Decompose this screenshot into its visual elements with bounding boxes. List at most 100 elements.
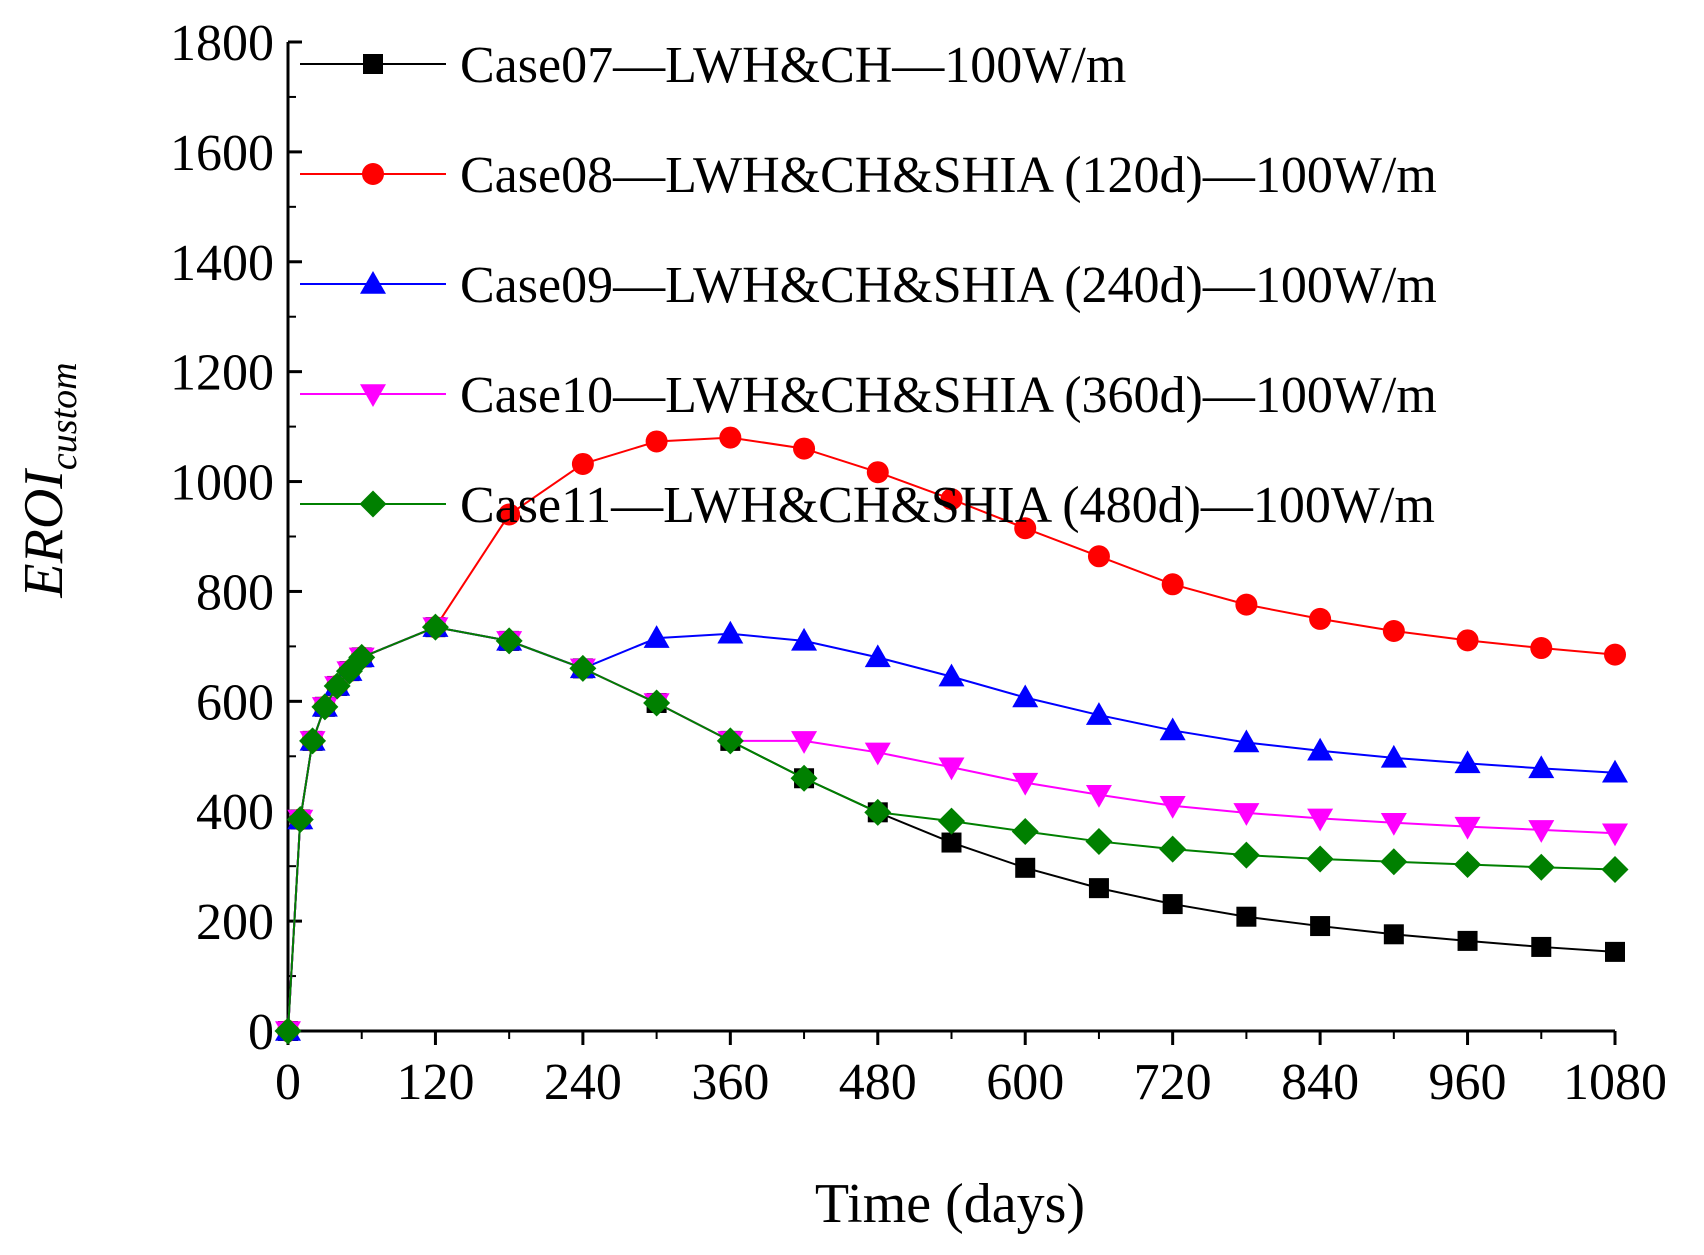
data-point: [1310, 916, 1331, 937]
legend-marker: [360, 271, 386, 294]
y-axis-title: EROIcustom: [13, 362, 85, 598]
legend-item: Case10—LWH&CH&SHIA (360d)—100W/m: [300, 367, 1437, 424]
data-point: [286, 805, 314, 833]
data-point: [793, 437, 816, 460]
data-point: [274, 1017, 302, 1045]
svg-text:EROIcustom: EROIcustom: [13, 362, 85, 598]
x-tick-label: 720: [1134, 1054, 1212, 1111]
data-point: [1085, 784, 1112, 808]
data-point: [571, 452, 594, 475]
legend-label: Case08—LWH&CH&SHIA (120d)—100W/m: [460, 147, 1437, 204]
data-point: [1159, 717, 1186, 741]
legend-label: Case10—LWH&CH&SHIA (360d)—100W/m: [460, 367, 1437, 424]
data-point: [421, 613, 449, 641]
data-point: [940, 488, 963, 511]
data-point: [1015, 857, 1036, 878]
y-tick-label: 200: [196, 894, 274, 951]
data-point: [495, 627, 523, 655]
y-tick-label: 1800: [170, 15, 274, 72]
y-tick-label: 0: [248, 1004, 274, 1061]
y-tick-label: 1200: [170, 345, 274, 402]
legend-marker: [360, 384, 386, 407]
data-point: [1602, 759, 1628, 783]
y-tick-label: 1600: [170, 125, 274, 182]
data-point: [1382, 620, 1405, 643]
data-point: [323, 672, 351, 700]
data-point: [1380, 744, 1407, 768]
data-point: [717, 620, 744, 644]
data-point: [716, 727, 744, 755]
legend-label: Case11—LWH&CH&SHIA (480d)—100W/m: [460, 477, 1435, 534]
data-point: [1236, 906, 1257, 927]
data-point: [1528, 755, 1555, 779]
data-point: [791, 731, 818, 754]
legend-marker: [362, 163, 384, 185]
data-point: [1457, 930, 1478, 951]
data-point: [1456, 629, 1479, 652]
data-point: [790, 764, 818, 792]
data-point: [498, 503, 521, 526]
data-point: [1159, 835, 1187, 863]
data-point: [645, 430, 668, 453]
data-point: [1380, 848, 1408, 876]
x-tick-label: 0: [275, 1054, 301, 1111]
legend: Case07—LWH&CH—100W/m Case08—LWH&CH&SHIA (…: [300, 37, 1437, 534]
data-point: [1088, 878, 1109, 899]
data-point: [1232, 841, 1260, 869]
y-ticks: 0 200 400 600 800 1000 1200 1400 1600 1800: [170, 15, 302, 1061]
data-point: [938, 807, 965, 835]
data-point: [1605, 941, 1625, 962]
data-point: [1012, 684, 1039, 708]
data-point: [1531, 936, 1552, 957]
data-point: [1530, 637, 1553, 660]
x-tick-label: 960: [1429, 1054, 1507, 1111]
data-point: [1306, 845, 1334, 873]
legend-marker: [363, 54, 383, 74]
data-point: [1012, 772, 1039, 796]
legend-item: Case07—LWH&CH—100W/m: [300, 37, 1126, 94]
data-point: [791, 627, 818, 651]
data-point: [1528, 820, 1555, 843]
data-point: [1159, 795, 1186, 819]
data-point: [1454, 851, 1482, 879]
data-point: [1233, 729, 1260, 753]
x-ticks: 0 120 240 360 480 600 720 840 960 1080: [275, 1031, 1667, 1111]
data-point: [938, 663, 965, 687]
data-point: [1233, 803, 1260, 826]
data-point: [866, 461, 889, 484]
data-point: [864, 742, 891, 766]
data-point: [348, 643, 376, 671]
y-tick-label: 800: [196, 564, 274, 621]
data-point: [1085, 827, 1113, 855]
y-axis-title-subscript: custom: [43, 362, 85, 470]
legend-item: Case08—LWH&CH&SHIA (120d)—100W/m: [300, 147, 1437, 204]
x-tick-label: 480: [839, 1054, 917, 1111]
legend-item: Case11—LWH&CH&SHIA (480d)—100W/m: [300, 477, 1435, 534]
x-tick-label: 600: [986, 1054, 1064, 1111]
series-layer: [274, 426, 1629, 1045]
data-point: [719, 426, 742, 449]
data-point: [1383, 924, 1404, 945]
data-point: [864, 644, 891, 668]
y-tick-label: 600: [196, 674, 274, 731]
legend-marker: [359, 490, 387, 518]
x-tick-label: 240: [544, 1054, 622, 1111]
data-point: [299, 727, 327, 755]
data-point: [1309, 607, 1332, 630]
data-point: [1014, 517, 1037, 540]
y-tick-label: 1000: [170, 455, 274, 512]
data-point: [941, 832, 962, 853]
data-point: [643, 625, 670, 648]
y-tick-label: 1400: [170, 235, 274, 292]
y-axis-title-main: EROI: [13, 468, 75, 599]
x-axis-title: Time (days): [815, 1173, 1085, 1235]
x-tick-label: 120: [396, 1054, 474, 1111]
data-point: [1085, 702, 1112, 725]
legend-label: Case07—LWH&CH—100W/m: [460, 37, 1126, 94]
data-point: [1454, 750, 1481, 774]
data-point: [311, 693, 339, 721]
x-tick-label: 840: [1281, 1054, 1359, 1111]
data-point: [1602, 823, 1628, 847]
data-point: [1601, 855, 1629, 883]
